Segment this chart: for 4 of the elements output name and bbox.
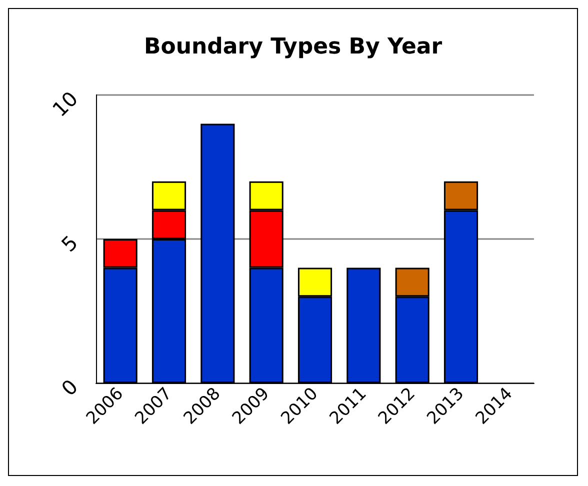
y-tick-label: 5 [56, 230, 82, 256]
y-tick-label: 0 [56, 374, 82, 400]
chart-title: Boundary Types By Year [144, 34, 442, 60]
y-tick-label: 10 [48, 86, 82, 122]
